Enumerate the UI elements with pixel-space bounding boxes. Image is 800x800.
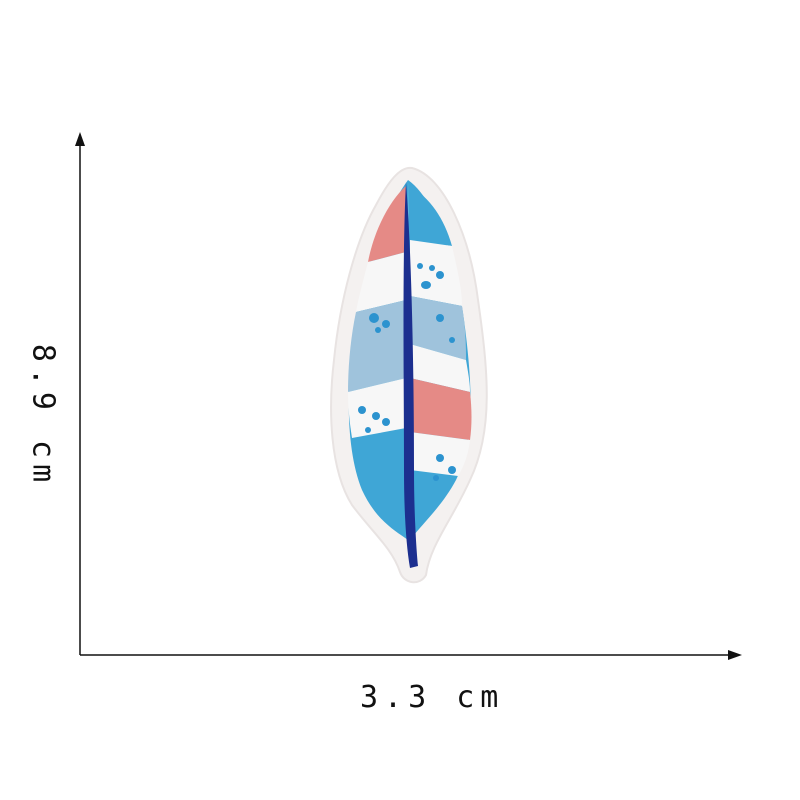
feather-dots (358, 263, 456, 481)
horizontal-axis-arrow-icon (728, 650, 742, 660)
vertical-axis-arrow-icon (75, 132, 85, 146)
width-dimension-label: 3.3 cm (360, 680, 505, 715)
right-white-band (410, 240, 462, 306)
right-blue-top (410, 186, 452, 246)
height-dimension-label: 8.9 cm (25, 343, 61, 489)
left-white-band (356, 252, 406, 312)
right-pink-band (410, 378, 472, 440)
left-lightblue-band (348, 300, 406, 392)
left-white-band-2 (348, 378, 406, 438)
left-pink-band (368, 186, 406, 262)
right-white-band-2 (410, 344, 470, 392)
feather-shaft (403, 182, 418, 568)
right-lightblue-band (410, 296, 466, 360)
